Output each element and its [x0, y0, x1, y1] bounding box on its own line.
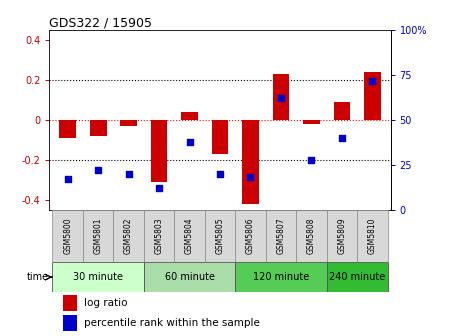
Text: GSM5807: GSM5807 — [277, 217, 286, 254]
Bar — [144, 210, 174, 262]
Bar — [273, 74, 289, 120]
Point — [308, 157, 315, 162]
Text: GSM5800: GSM5800 — [63, 217, 72, 254]
Bar — [90, 120, 106, 136]
Point — [64, 177, 71, 182]
Bar — [326, 210, 357, 262]
Bar — [211, 120, 229, 154]
Bar — [266, 210, 296, 262]
Bar — [144, 262, 235, 292]
Point — [277, 96, 285, 101]
Text: GSM5809: GSM5809 — [337, 217, 346, 254]
Bar — [53, 210, 83, 262]
Bar — [63, 295, 77, 310]
Text: 120 minute: 120 minute — [253, 272, 309, 282]
Bar — [174, 210, 205, 262]
Text: time: time — [26, 272, 49, 282]
Bar — [235, 210, 266, 262]
Text: 240 minute: 240 minute — [329, 272, 385, 282]
Text: 60 minute: 60 minute — [164, 272, 215, 282]
Point — [216, 171, 224, 176]
Bar — [326, 262, 387, 292]
Bar — [63, 316, 77, 331]
Text: GSM5804: GSM5804 — [185, 217, 194, 254]
Bar — [83, 210, 113, 262]
Point — [95, 168, 102, 173]
Bar — [357, 210, 387, 262]
Bar — [242, 120, 259, 204]
Point — [338, 135, 345, 141]
Text: GSM5808: GSM5808 — [307, 217, 316, 254]
Text: 30 minute: 30 minute — [73, 272, 123, 282]
Bar — [334, 102, 350, 120]
Bar — [364, 72, 381, 120]
Bar — [53, 262, 144, 292]
Point — [369, 78, 376, 83]
Text: GSM5801: GSM5801 — [94, 217, 103, 254]
Bar — [151, 120, 167, 182]
Text: GSM5810: GSM5810 — [368, 217, 377, 254]
Bar — [296, 210, 327, 262]
Text: GSM5805: GSM5805 — [216, 217, 224, 254]
Bar — [113, 210, 144, 262]
Bar — [120, 120, 137, 126]
Bar — [181, 112, 198, 120]
Text: GSM5803: GSM5803 — [154, 217, 163, 254]
Point — [155, 185, 163, 191]
Text: GSM5802: GSM5802 — [124, 217, 133, 254]
Text: log ratio: log ratio — [84, 298, 127, 308]
Point — [125, 171, 132, 176]
Text: percentile rank within the sample: percentile rank within the sample — [84, 319, 260, 328]
Text: GSM5806: GSM5806 — [246, 217, 255, 254]
Bar — [59, 120, 76, 138]
Bar — [303, 120, 320, 124]
Text: GDS322 / 15905: GDS322 / 15905 — [49, 16, 152, 29]
Point — [186, 139, 193, 144]
Bar — [235, 262, 327, 292]
Bar — [205, 210, 235, 262]
Point — [247, 175, 254, 180]
